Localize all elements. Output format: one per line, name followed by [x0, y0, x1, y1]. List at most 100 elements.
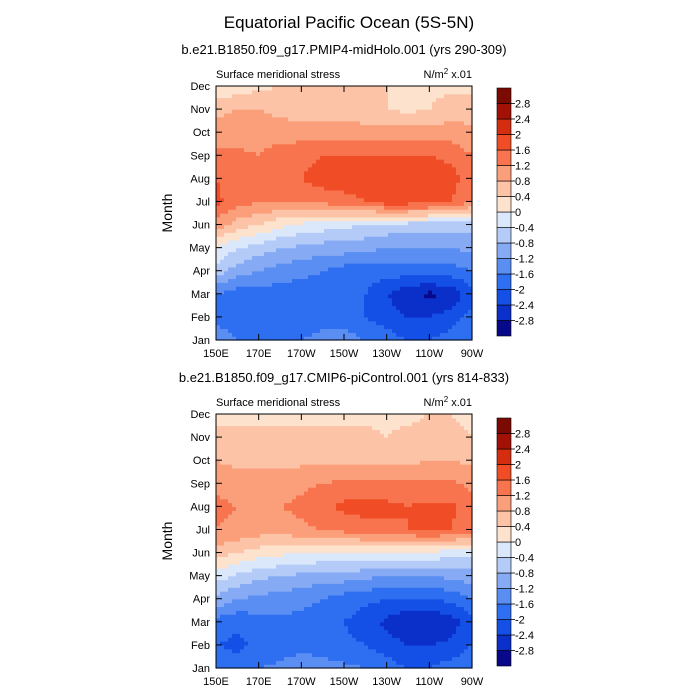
field-cell: [404, 147, 409, 153]
field-cell: [240, 124, 245, 129]
field-cell: [420, 93, 425, 99]
field-cell: [336, 193, 341, 199]
field-cell: [296, 278, 301, 283]
field-cell: [464, 316, 469, 322]
field-cell: [336, 301, 341, 306]
field-cell: [260, 243, 265, 249]
field-cell: [292, 159, 297, 164]
field-cell: [356, 209, 361, 214]
field-cell: [220, 652, 225, 658]
field-cell: [344, 255, 349, 260]
field-cell: [332, 286, 337, 291]
field-cell: [396, 124, 401, 129]
field-cell: [324, 309, 329, 314]
field-cell: [396, 112, 401, 118]
field-cell: [344, 151, 349, 156]
field-cell: [408, 278, 413, 283]
field-cell: [364, 270, 369, 276]
field-cell: [232, 143, 237, 149]
field-cell: [428, 247, 433, 253]
field-cell: [336, 324, 341, 330]
field-cell: [364, 247, 369, 253]
field-cell: [440, 228, 445, 233]
field-cell: [392, 224, 397, 229]
field-cell: [248, 178, 253, 183]
field-cell: [320, 220, 325, 226]
field-cell: [436, 178, 441, 183]
field-cell: [260, 174, 265, 179]
field-cell: [436, 89, 441, 95]
field-cell: [316, 97, 321, 102]
field-cell: [272, 648, 277, 654]
field-cell: [436, 316, 441, 322]
field-cell: [292, 228, 297, 233]
field-cell: [452, 201, 457, 206]
field-cell: [376, 124, 381, 129]
field-cell: [216, 151, 221, 156]
field-cell: [328, 93, 333, 99]
field-cell: [448, 132, 453, 137]
field-cell: [448, 305, 453, 310]
field-cell: [260, 112, 265, 118]
field-cell: [332, 193, 337, 199]
field-cell: [304, 189, 309, 195]
field-cell: [376, 162, 381, 168]
field-cell: [424, 193, 429, 199]
field-cell: [460, 274, 465, 280]
field-cell: [360, 648, 365, 654]
field-cell: [320, 644, 325, 650]
field-cell: [460, 159, 465, 164]
field-cell: [248, 174, 253, 179]
field-cell: [452, 216, 457, 222]
field-cell: [428, 282, 433, 287]
field-cell: [288, 86, 293, 91]
field-cell: [268, 278, 273, 283]
field-cell: [432, 209, 437, 214]
field-cell: [460, 209, 465, 214]
field-cell: [308, 93, 313, 99]
field-cell: [344, 251, 349, 256]
field-cell: [268, 313, 273, 318]
field-cell: [400, 205, 405, 210]
field-cell: [412, 282, 417, 287]
field-cell: [392, 266, 397, 272]
field-cell: [336, 139, 341, 145]
field-cell: [300, 132, 305, 137]
field-cell: [452, 228, 457, 233]
field-cell: [312, 328, 317, 333]
field-cell: [396, 162, 401, 168]
field-cell: [364, 255, 369, 260]
field-cell: [384, 239, 389, 245]
field-cell: [456, 656, 461, 661]
field-cell: [292, 263, 297, 268]
field-cell: [376, 213, 381, 218]
field-cell: [448, 637, 453, 642]
field-cell: [384, 143, 389, 149]
field-cell: [284, 316, 289, 322]
field-cell: [404, 174, 409, 179]
field-cell: [396, 186, 401, 191]
field-cell: [364, 216, 369, 222]
field-cell: [220, 301, 225, 306]
field-cell: [412, 652, 417, 658]
field-cell: [264, 274, 269, 280]
field-cell: [416, 247, 421, 253]
field-cell: [400, 139, 405, 145]
field-cell: [384, 316, 389, 322]
field-cell: [292, 101, 297, 106]
field-cell: [408, 213, 413, 218]
field-cell: [272, 297, 277, 303]
field-cell: [408, 664, 413, 669]
field-cell: [320, 239, 325, 245]
field-cell: [336, 228, 341, 233]
field-cell: [376, 305, 381, 310]
field-cell: [228, 209, 233, 214]
field-cell: [412, 324, 417, 330]
field-cell: [424, 170, 429, 176]
y-tick-label: Aug: [190, 173, 210, 185]
field-cell: [304, 228, 309, 233]
field-cell: [444, 293, 449, 299]
field-cell: [316, 236, 321, 241]
field-cell: [232, 633, 237, 638]
field-cell: [368, 293, 373, 299]
